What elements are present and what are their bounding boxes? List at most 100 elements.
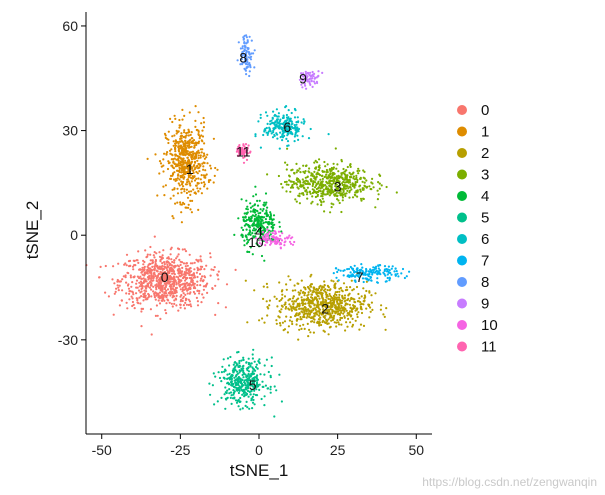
point-cluster-3 <box>332 162 335 165</box>
point-cluster-2 <box>293 284 296 287</box>
point-cluster-3 <box>312 180 315 183</box>
point-cluster-3 <box>355 176 358 179</box>
point-cluster-2 <box>278 316 281 319</box>
point-cluster-5 <box>273 385 276 388</box>
point-cluster-10 <box>263 234 266 237</box>
point-cluster-0 <box>156 314 159 317</box>
point-cluster-4 <box>271 229 274 232</box>
point-cluster-1 <box>180 151 183 154</box>
point-cluster-1 <box>178 178 181 181</box>
point-cluster-6 <box>266 133 269 136</box>
point-cluster-8 <box>241 61 244 65</box>
point-cluster-2 <box>344 299 347 302</box>
point-cluster-4 <box>240 226 243 229</box>
point-cluster-2 <box>328 316 331 319</box>
point-cluster-3 <box>322 200 325 203</box>
cluster-11-points <box>235 143 252 164</box>
point-cluster-8 <box>249 58 253 61</box>
point-cluster-0 <box>144 294 147 297</box>
point-cluster-4 <box>243 239 246 242</box>
point-cluster-8 <box>246 40 249 44</box>
point-cluster-6 <box>263 129 266 132</box>
point-cluster-8 <box>246 63 249 66</box>
point-cluster-7 <box>375 265 378 268</box>
point-cluster-2 <box>332 280 335 283</box>
point-cluster-3 <box>335 191 338 194</box>
point-cluster-5 <box>214 375 217 378</box>
point-cluster-8 <box>247 48 250 51</box>
point-cluster-5 <box>226 389 229 392</box>
point-cluster-6 <box>270 119 273 122</box>
point-cluster-0 <box>163 287 166 290</box>
point-cluster-0 <box>140 285 143 288</box>
point-cluster-4 <box>259 220 263 223</box>
x-tick-label: -50 <box>92 442 112 458</box>
point-cluster-1 <box>197 167 200 170</box>
point-cluster-2 <box>329 299 332 302</box>
point-cluster-1 <box>188 182 191 185</box>
point-cluster-2 <box>317 310 320 313</box>
point-cluster-3 <box>300 192 303 195</box>
point-cluster-3 <box>311 195 314 198</box>
point-cluster-0 <box>177 309 180 312</box>
point-cluster-10 <box>267 238 270 241</box>
point-cluster-6 <box>266 122 269 125</box>
point-cluster-7 <box>348 275 351 279</box>
point-cluster-3 <box>346 185 349 188</box>
point-cluster-0 <box>179 295 182 298</box>
cluster-10-points <box>255 228 296 250</box>
point-cluster-6 <box>293 135 296 138</box>
point-cluster-7 <box>397 275 400 278</box>
point-cluster-10 <box>275 242 278 245</box>
point-cluster-0 <box>209 252 212 255</box>
point-cluster-7 <box>354 275 357 278</box>
point-cluster-0 <box>155 277 158 280</box>
point-cluster-1 <box>172 178 176 181</box>
point-cluster-2 <box>339 302 342 305</box>
point-cluster-0 <box>190 305 193 308</box>
point-cluster-11 <box>245 154 248 157</box>
point-cluster-3 <box>320 174 324 178</box>
point-cluster-1 <box>163 132 167 135</box>
point-cluster-3 <box>345 169 348 172</box>
point-cluster-5 <box>222 358 225 361</box>
point-cluster-0 <box>184 250 188 253</box>
point-cluster-1 <box>214 166 217 170</box>
point-cluster-3 <box>344 174 347 177</box>
point-cluster-1 <box>158 160 162 163</box>
point-cluster-0 <box>156 274 160 277</box>
point-cluster-1 <box>189 208 192 211</box>
point-cluster-0 <box>140 295 143 298</box>
point-cluster-1 <box>187 153 190 156</box>
point-cluster-2 <box>358 297 361 300</box>
point-cluster-2 <box>283 320 287 323</box>
point-cluster-3 <box>288 179 291 182</box>
point-cluster-5 <box>242 356 245 359</box>
point-cluster-0 <box>152 285 155 288</box>
point-cluster-2 <box>340 316 344 320</box>
point-cluster-1 <box>185 162 188 165</box>
point-cluster-2 <box>330 319 333 322</box>
point-cluster-3 <box>341 178 345 181</box>
point-cluster-3 <box>324 165 327 168</box>
point-cluster-2 <box>346 314 349 317</box>
point-cluster-2 <box>333 293 337 296</box>
point-cluster-10 <box>272 235 275 238</box>
cluster-4-points <box>233 185 283 262</box>
point-cluster-0 <box>185 262 188 265</box>
legend-item-5: 5 <box>457 210 489 227</box>
point-cluster-3 <box>359 190 362 193</box>
point-cluster-5 <box>229 396 232 399</box>
point-cluster-0 <box>175 275 178 278</box>
legend-key <box>457 105 467 115</box>
point-cluster-1 <box>207 179 211 182</box>
point-cluster-3 <box>363 170 366 173</box>
point-cluster-7 <box>358 271 361 274</box>
point-cluster-9 <box>310 79 313 82</box>
point-cluster-0 <box>153 256 156 259</box>
point-cluster-7 <box>364 273 367 276</box>
point-cluster-2 <box>332 294 335 298</box>
point-cluster-2 <box>285 288 288 291</box>
point-cluster-8 <box>248 62 251 65</box>
point-cluster-2 <box>319 301 322 304</box>
